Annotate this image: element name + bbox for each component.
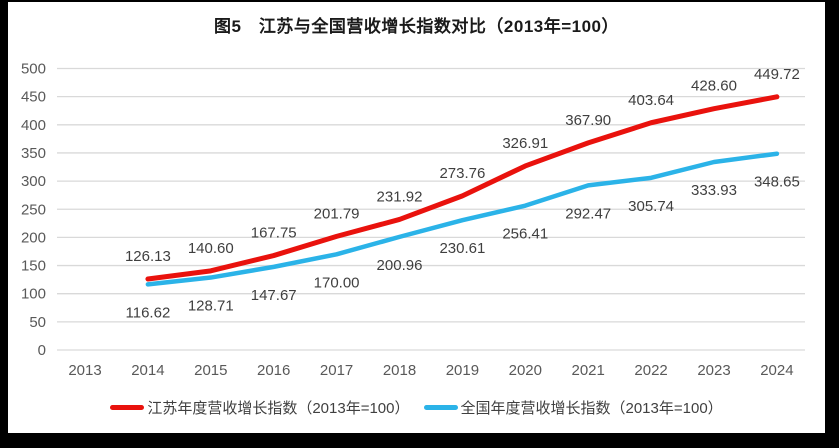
x-axis-tick-label: 2022 (634, 362, 667, 379)
x-axis-tick-label: 2020 (509, 362, 542, 379)
y-axis-tick-label: 250 (21, 201, 46, 218)
y-axis-tick-label: 350 (21, 145, 46, 162)
legend-label-jiangsu: 江苏年度营收增长指数（2013年=100） (147, 400, 410, 417)
legend-item-jiangsu: 江苏年度营收增长指数（2013年=100） (110, 397, 410, 418)
jiangsu-data-label: 428.60 (691, 78, 737, 95)
jiangsu-data-label: 126.13 (125, 248, 171, 265)
national-data-label: 147.67 (251, 287, 297, 304)
national-line-swatch-icon (423, 405, 458, 410)
legend-item-national: 全国年度营收增长指数（2013年=100） (423, 397, 723, 418)
y-axis-tick-label: 50 (29, 314, 46, 331)
national-data-label: 116.62 (126, 304, 171, 321)
legend-label-national: 全国年度营收增长指数（2013年=100） (460, 400, 723, 417)
chart-canvas: 图5 江苏与全国营收增长指数对比（2013年=100） 0 50 100 150 200… (8, 2, 825, 433)
jiangsu-data-label: 403.64 (628, 92, 674, 109)
chart-legend: 江苏年度营收增长指数（2013年=100） 全国年度营收增长指数（2013年=1… (8, 397, 825, 418)
national-line (145, 151, 780, 287)
jiangsu-line (145, 94, 780, 282)
x-axis-tick-label: 2016 (257, 362, 290, 379)
national-data-label: 230.61 (439, 240, 485, 257)
national-data-label: 348.65 (754, 174, 800, 191)
x-axis-tick-label: 2014 (131, 362, 164, 379)
y-axis-tick-label: 100 (21, 286, 46, 303)
jiangsu-data-label: 449.72 (754, 66, 800, 83)
y-axis-tick-label: 0 (38, 342, 46, 359)
jiangsu-data-label: 231.92 (377, 188, 423, 205)
line-chart: 0 50 100 150 200 250 300 350 400 450 500 2013 2014 20… (21, 61, 805, 379)
jiangsu-data-label: 367.90 (565, 112, 611, 129)
national-data-label: 170.00 (314, 274, 360, 291)
national-data-label: 292.47 (565, 205, 611, 222)
x-axis-tick-label: 2023 (697, 362, 730, 379)
chart-title: 图5 江苏与全国营收增长指数对比（2013年=100） (213, 17, 620, 36)
x-axis-tick-label: 2013 (68, 362, 101, 379)
x-axis-tick-label: 2021 (572, 362, 605, 379)
x-axis-tick-label: 2018 (383, 362, 416, 379)
national-data-label: 128.71 (188, 298, 234, 315)
y-axis-tick-label: 450 (21, 89, 46, 106)
national-data-label: 333.93 (691, 182, 737, 199)
jiangsu-data-label: 201.79 (314, 205, 360, 222)
national-data-label: 200.96 (377, 257, 423, 274)
national-data-label: 256.41 (502, 226, 548, 243)
y-axis-tick-label: 400 (21, 117, 46, 134)
x-axis-tick-label: 2017 (320, 362, 353, 379)
y-axis-tick-label: 200 (21, 229, 46, 246)
y-axis-tick-label: 150 (21, 258, 46, 275)
jiangsu-data-label: 273.76 (439, 165, 485, 182)
x-axis-tick-label: 2015 (194, 362, 227, 379)
jiangsu-data-label: 167.75 (251, 225, 297, 242)
national-data-label: 305.74 (628, 198, 674, 215)
x-axis-tick-label: 2019 (446, 362, 479, 379)
jiangsu-data-label: 326.91 (502, 135, 548, 152)
jiangsu-line-swatch-icon (110, 405, 145, 410)
y-axis-tick-label: 500 (21, 61, 46, 78)
jiangsu-data-label: 140.60 (188, 240, 234, 257)
x-axis-tick-label: 2024 (760, 362, 793, 379)
y-axis-tick-label: 300 (21, 173, 46, 190)
